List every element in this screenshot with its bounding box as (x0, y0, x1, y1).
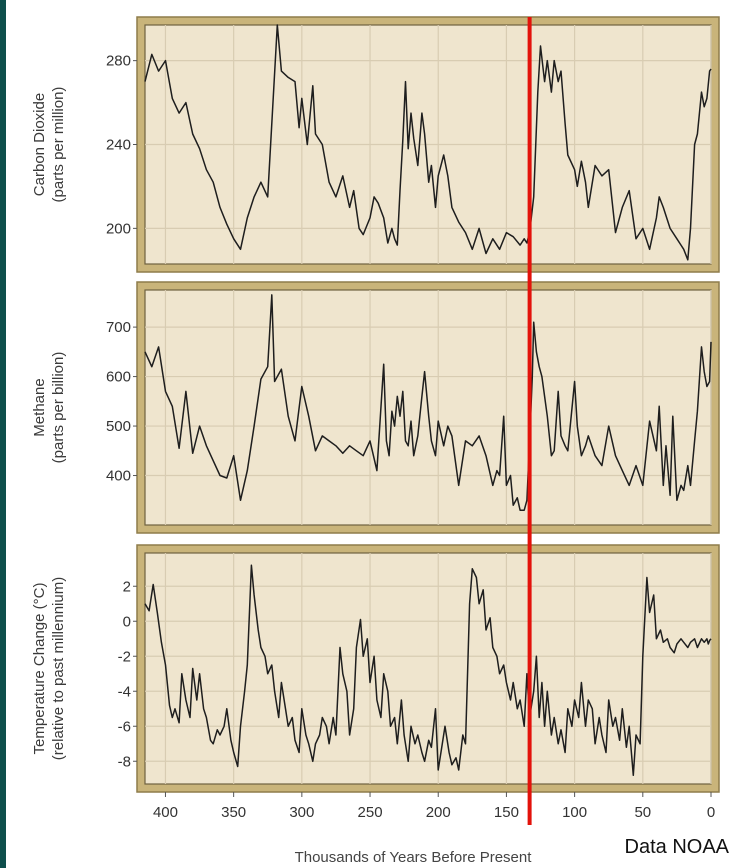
temperature-y-tick-label: -8 (118, 753, 131, 770)
x-tick-label: 100 (562, 804, 587, 821)
x-tick-label: 0 (707, 804, 715, 821)
co2-y-tick-label: 200 (106, 220, 131, 237)
x-tick-label: 200 (426, 804, 451, 821)
methane-y-axis-label: (parts per billion) (50, 352, 67, 464)
x-tick-label: 50 (634, 804, 651, 821)
temperature-plot-area (145, 553, 711, 784)
co2-y-axis-label: Carbon Dioxide (31, 93, 48, 196)
temperature-y-tick-label: -6 (118, 718, 131, 735)
co2-panel: 200 240 280 Carbon Dioxide (parts per millio… (31, 17, 719, 272)
methane-y-tick-label: 500 (106, 418, 131, 435)
x-tick-label: 300 (289, 804, 314, 821)
methane-y-tick-label: 700 (106, 319, 131, 336)
temperature-y-axis-label: (relative to past millennium) (50, 577, 67, 760)
x-tick-label: 150 (494, 804, 519, 821)
co2-y-tick-label: 240 (106, 137, 131, 154)
temperature-panel: 2 0 -2 -4 -6 -8 Temperature Change (°C) (relati… (31, 545, 719, 792)
methane-panel: 400 500 600 700 Methane (parts per billion) (31, 282, 719, 533)
temperature-y-tick-label: 0 (123, 613, 131, 630)
x-tick-label: 350 (221, 804, 246, 821)
methane-y-tick-label: 600 (106, 369, 131, 386)
methane-y-axis-label: Methane (31, 378, 48, 436)
temperature-y-tick-label: -4 (118, 683, 131, 700)
temperature-y-tick-label: -2 (118, 648, 131, 665)
temperature-y-axis-label: Temperature Change (°C) (31, 583, 48, 755)
x-axis-title: Thousands of Years Before Present (295, 849, 533, 866)
co2-y-axis-label: (parts per million) (50, 87, 67, 203)
methane-y-tick-label: 400 (106, 468, 131, 485)
data-credit: Data NOAA (623, 836, 731, 859)
x-tick-label: 250 (358, 804, 383, 821)
x-tick-label: 400 (153, 804, 178, 821)
co2-y-tick-label: 280 (106, 53, 131, 70)
chart-stage: 200 240 280 Carbon Dioxide (parts per millio… (6, 0, 733, 868)
temperature-y-tick-label: 2 (123, 578, 131, 595)
